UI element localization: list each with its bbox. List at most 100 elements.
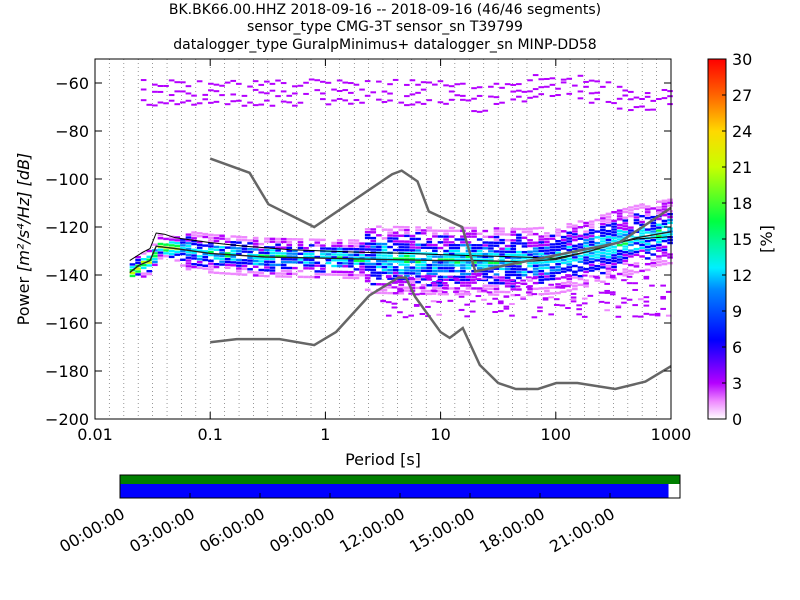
heatmap-cell xyxy=(644,262,651,266)
heatmap-cell xyxy=(342,273,349,277)
heatmap-cell xyxy=(643,300,650,303)
heatmap-cell xyxy=(286,261,293,264)
heatmap-cell xyxy=(611,257,617,260)
heatmap-cell xyxy=(236,252,242,256)
heatmap-cell xyxy=(570,298,577,301)
heatmap-cell xyxy=(381,271,388,275)
heatmap-cell xyxy=(415,226,421,229)
heatmap-cell xyxy=(454,255,461,258)
heatmap-cell xyxy=(213,254,220,257)
heatmap-cell xyxy=(588,101,595,104)
heatmap-cell xyxy=(453,277,459,280)
heatmap-cell xyxy=(628,98,634,101)
heatmap-cell xyxy=(408,276,414,279)
heatmap-cell xyxy=(314,255,321,259)
heatmap-cell xyxy=(196,258,203,261)
heatmap-cell xyxy=(230,241,237,244)
heatmap-cell xyxy=(336,90,343,93)
y-tick-label: −200 xyxy=(45,410,89,429)
heatmap-cell xyxy=(157,90,164,93)
heatmap-cell xyxy=(644,205,651,208)
heatmap-cell xyxy=(336,97,343,100)
heatmap-cell xyxy=(208,259,214,262)
heatmap-cell xyxy=(443,261,449,264)
heatmap-cell xyxy=(460,94,466,97)
heatmap-cell xyxy=(420,229,427,232)
heatmap-cell xyxy=(320,253,326,256)
heatmap-cell xyxy=(577,257,584,261)
heatmap-cell xyxy=(538,292,545,296)
heatmap-cell xyxy=(667,221,673,225)
heatmap-cell xyxy=(594,241,601,245)
heatmap-cell xyxy=(185,242,192,245)
heatmap-cell xyxy=(252,239,259,243)
heatmap-cell xyxy=(633,221,640,225)
heatmap-cell xyxy=(516,227,522,231)
heatmap-cell xyxy=(258,83,265,86)
timeline-tick-label: 09:00:00 xyxy=(266,504,338,556)
heatmap-cell xyxy=(437,229,444,232)
heatmap-cell xyxy=(280,266,287,270)
heatmap-cell xyxy=(499,279,505,282)
heatmap-cell xyxy=(555,268,561,272)
heatmap-cell xyxy=(303,92,309,95)
heatmap-cell xyxy=(264,246,270,249)
heatmap-cell xyxy=(269,246,276,249)
heatmap-cell xyxy=(420,260,427,264)
heatmap-cell xyxy=(213,100,220,103)
heatmap-cell xyxy=(331,99,337,102)
chart-title-line-3: datalogger_type GuralpMinimus+ datalogge… xyxy=(173,37,597,53)
heatmap-cell xyxy=(364,236,371,240)
heatmap-cell xyxy=(476,290,483,293)
heatmap-cell xyxy=(521,242,528,245)
heatmap-cell xyxy=(667,198,673,202)
heatmap-cell xyxy=(230,264,237,267)
heatmap-cell xyxy=(566,266,573,269)
heatmap-cell xyxy=(482,229,489,233)
heatmap-cell xyxy=(397,288,403,291)
heatmap-cell xyxy=(588,234,595,238)
heatmap-cell xyxy=(527,230,533,233)
heatmap-cell xyxy=(572,238,578,242)
heatmap-cell xyxy=(213,83,220,86)
heatmap-cell xyxy=(560,238,567,242)
timeline-tick-label: 18:00:00 xyxy=(476,504,548,556)
heatmap-cell xyxy=(364,94,371,97)
heatmap-cell xyxy=(208,233,214,237)
heatmap-cell xyxy=(454,275,461,279)
heatmap-cell xyxy=(572,244,578,248)
heatmap-cell xyxy=(325,256,332,259)
heatmap-cell xyxy=(208,268,214,271)
heatmap-cell xyxy=(583,256,589,259)
heatmap-cell xyxy=(443,238,449,241)
heatmap-cell xyxy=(437,235,444,238)
heatmap-cell xyxy=(258,254,265,257)
heatmap-cell xyxy=(425,276,431,279)
heatmap-cell xyxy=(509,314,515,317)
heatmap-cell xyxy=(426,243,433,247)
heatmap-cell xyxy=(639,203,645,206)
heatmap-cell xyxy=(191,103,197,106)
heatmap-cell xyxy=(639,223,645,227)
heatmap-cell xyxy=(269,257,276,261)
heatmap-cell xyxy=(297,269,304,273)
heatmap-cell xyxy=(359,245,365,248)
heatmap-cell xyxy=(415,232,421,235)
heatmap-cell xyxy=(370,236,377,240)
heatmap-cell xyxy=(581,274,588,277)
heatmap-cell xyxy=(196,234,203,238)
heatmap-cell xyxy=(404,266,410,269)
heatmap-cell xyxy=(241,94,248,97)
heatmap-cell xyxy=(135,273,141,276)
heatmap-cell xyxy=(493,250,500,253)
heatmap-cell xyxy=(650,238,657,242)
heatmap-cell xyxy=(436,313,442,316)
heatmap-cell xyxy=(241,264,248,268)
heatmap-cell xyxy=(570,300,577,303)
heatmap-cell xyxy=(605,273,612,276)
heatmap-cell xyxy=(364,80,371,83)
heatmap-cell xyxy=(213,239,220,243)
heatmap-cell xyxy=(404,254,410,258)
heatmap-cell xyxy=(364,230,371,234)
heatmap-cell xyxy=(621,279,627,282)
